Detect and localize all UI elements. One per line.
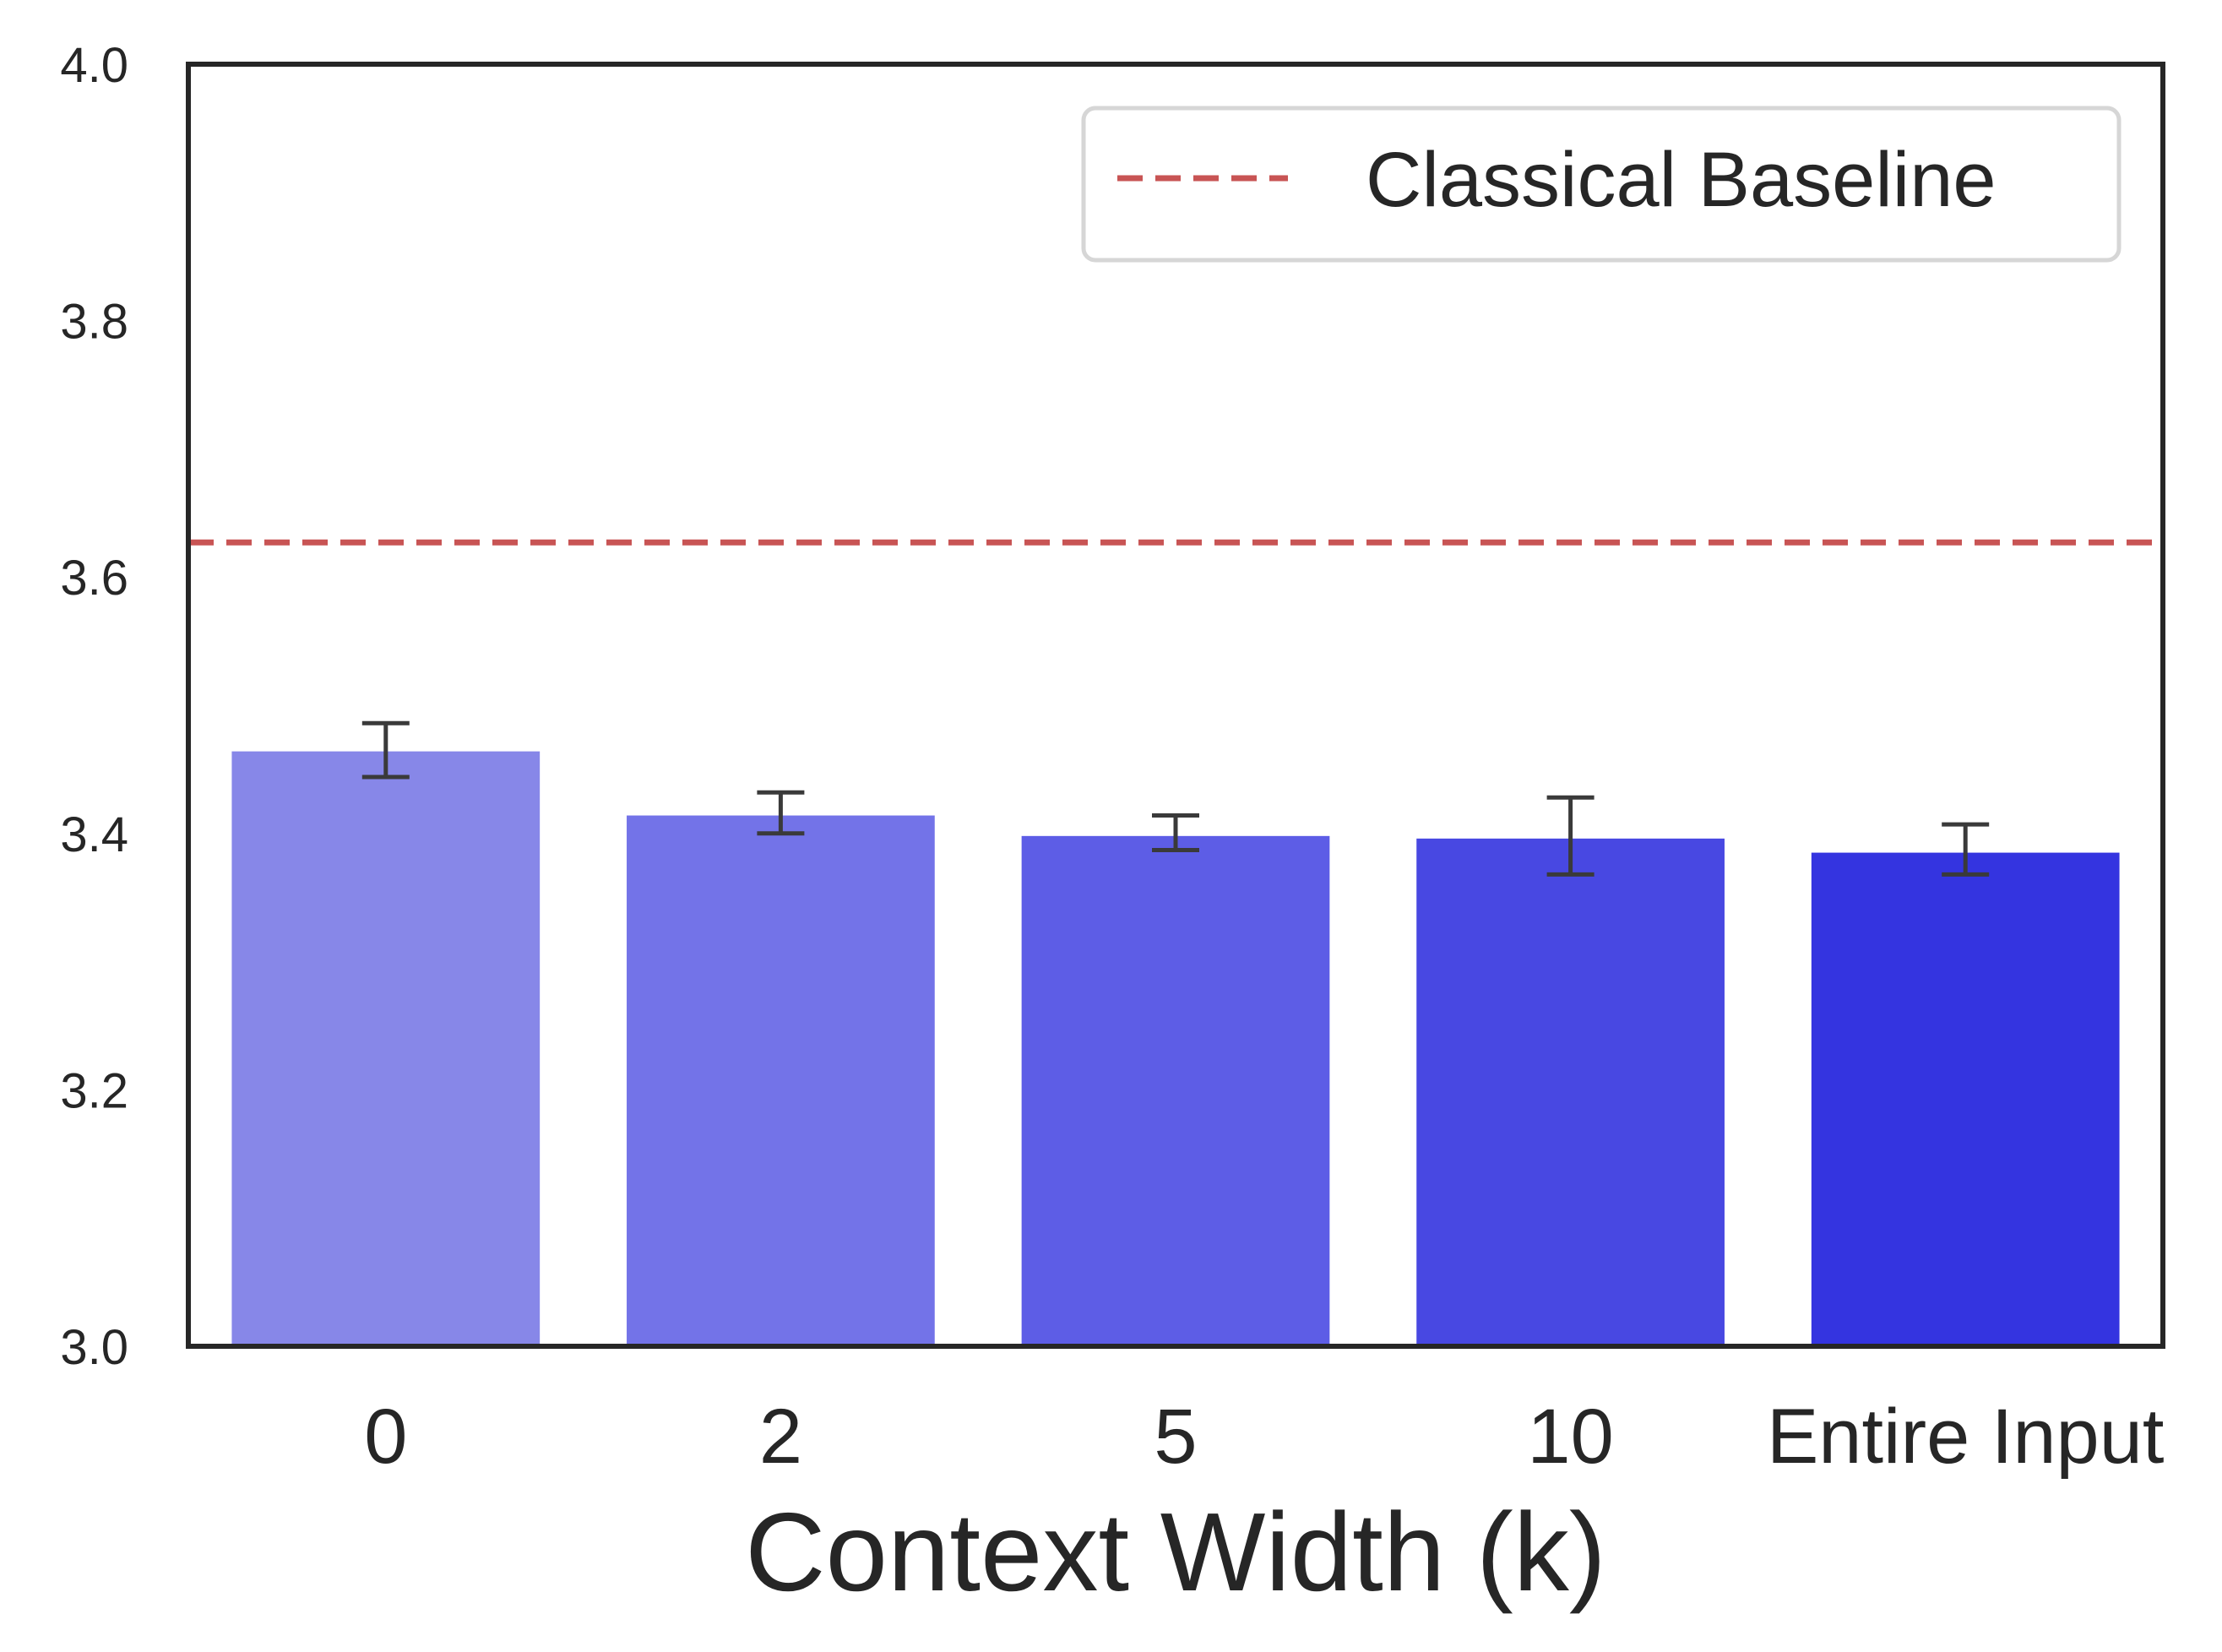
bar: [1416, 838, 1725, 1346]
error-bar: [1942, 822, 1990, 877]
bar: [1811, 852, 2120, 1346]
x-tick-label: 2: [759, 1394, 802, 1480]
y-tick-label: 3.0: [60, 1320, 128, 1375]
error-bar: [361, 720, 410, 780]
y-axis-ticks: 3.0 3.2 3.4 3.6 3.8 4.0: [60, 38, 128, 1375]
x-tick-label: 0: [364, 1394, 407, 1480]
legend-box: [1081, 106, 2121, 263]
error-bar: [757, 790, 805, 836]
y-tick-label: 3.6: [60, 551, 128, 606]
x-tick-label: 10: [1527, 1394, 1613, 1480]
error-bar: [1152, 813, 1199, 853]
legend-label: Classical Baseline: [1366, 137, 1997, 223]
bars-layer: [231, 751, 2120, 1346]
y-tick-label: 4.0: [60, 38, 128, 93]
error-bar: [1546, 795, 1595, 877]
y-tick-label: 3.4: [60, 807, 128, 862]
x-tick-label: 5: [1154, 1394, 1197, 1480]
y-tick-label: 3.2: [60, 1063, 128, 1118]
x-tick-label: Entire Input: [1767, 1394, 2165, 1480]
plot-frame: [186, 62, 2165, 1349]
bar: [1021, 835, 1330, 1346]
x-axis-label: Context Width (k): [745, 1490, 1606, 1614]
legend: Classical Baseline: [1081, 106, 2121, 263]
bar: [231, 751, 541, 1346]
y-tick-label: 3.8: [60, 295, 128, 350]
error-bars-layer: [361, 720, 1990, 877]
x-axis-ticks: 0 2 5 10 Entire Input: [364, 1394, 2164, 1480]
bar: [627, 815, 935, 1346]
